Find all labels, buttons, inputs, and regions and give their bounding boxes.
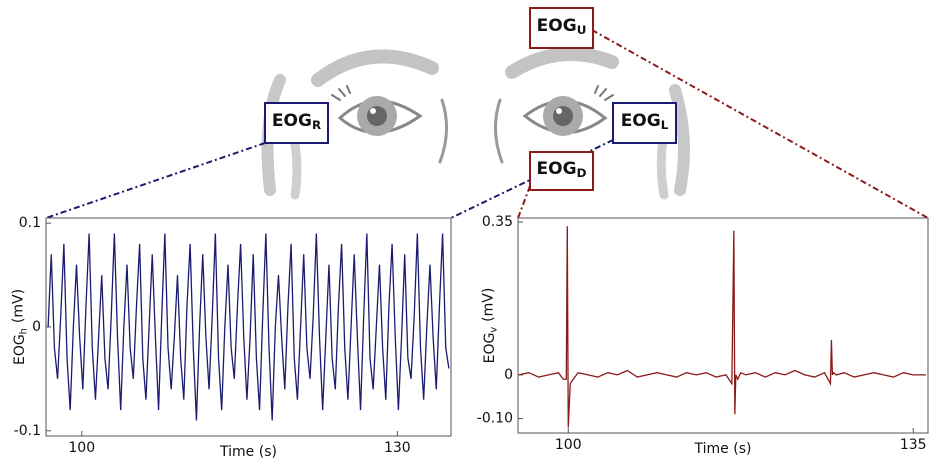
label-sub: U [577,23,587,37]
x-tick-label: 100 [555,437,582,453]
x-tick-label: 100 [68,440,95,456]
electrode-label: EOGL [621,111,669,132]
label-unit: (mV) [481,288,497,322]
y-tick-label: 0.1 [19,215,41,231]
connector-lines [45,29,929,219]
label-main: EOG [537,159,577,179]
label-main: EOG [482,333,498,364]
plot-frame [517,217,929,434]
label-sub: h [18,328,29,334]
signal-line [47,233,450,421]
signal-line [518,226,927,428]
label-main: EOG [12,334,28,365]
label-sub: D [577,166,587,180]
y-tick-label: -0.1 [14,423,41,439]
label-main: EOG [621,111,661,131]
y-axis-title: EOGh (mV) [11,289,30,365]
x-axis-title: Time (s) [219,444,277,460]
label-unit: (mV) [11,289,27,323]
label-sub: R [312,118,321,132]
plot-frame [45,217,452,437]
label-main: EOG [272,111,312,131]
y-axis-title: EOGv (mV) [481,288,500,364]
label-sub: v [488,327,499,333]
y-tick-label: 0.35 [482,214,513,230]
y-tick-label: 0 [504,367,513,383]
y-tick-label: -0.10 [477,411,513,427]
label-main: EOG [537,16,577,36]
x-tick-label: 135 [900,437,927,453]
electrode-label: EOGR [272,111,321,132]
label-sub: L [661,118,669,132]
x-tick-label: 130 [384,440,411,456]
electrode-label: EOGU [537,16,587,37]
electrode-label: EOGD [537,159,587,180]
electrode-box [529,7,594,49]
electrode-box [529,151,594,191]
y-tick-label: 0 [32,319,41,335]
x-axis-title: Time (s) [694,441,752,457]
electrode-box [264,102,329,144]
electrode-box [612,102,677,144]
